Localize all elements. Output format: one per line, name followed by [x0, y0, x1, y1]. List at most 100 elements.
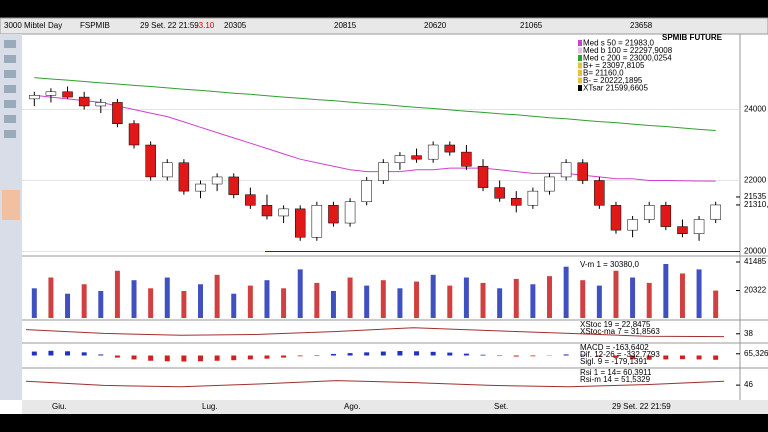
indicator-bar — [580, 354, 586, 356]
candle-body — [560, 162, 572, 178]
candle-body — [78, 96, 90, 107]
indicator-bar — [447, 285, 453, 318]
indicator-bar — [397, 351, 403, 356]
tool-icon[interactable] — [4, 55, 16, 63]
candle-body — [411, 155, 422, 160]
indicator-bar — [131, 280, 137, 318]
indicator-bar — [31, 288, 37, 318]
indicator-bar — [264, 280, 270, 318]
toolbar-item: 20815 — [334, 21, 357, 30]
indicator-bar — [297, 269, 303, 318]
toolbar-item: FSPMIB — [80, 21, 110, 30]
candle-body — [378, 162, 389, 181]
candle-body — [195, 183, 206, 192]
indicator-bar — [630, 355, 636, 360]
legend-entry: B- = 20222,1895 — [583, 76, 643, 85]
indicator-bar — [148, 288, 154, 318]
y-tick-label: 38 — [744, 329, 753, 338]
indicator-bar — [214, 274, 220, 318]
indicator-bar — [214, 355, 220, 361]
indicator-bar — [380, 351, 386, 356]
tool-icon[interactable] — [4, 85, 16, 93]
indicator-bar — [81, 284, 87, 318]
indicator-bar — [81, 352, 87, 356]
toolbar-item: 3000 Mibtel — [4, 21, 46, 30]
indicator-bar — [613, 355, 619, 358]
candle-body — [627, 219, 638, 231]
indicator-bar — [347, 353, 353, 356]
tool-icon[interactable] — [4, 70, 16, 78]
indicator-bar — [181, 291, 187, 318]
y-tick-label: 65,326 — [744, 349, 768, 358]
indicator-legend: Rsi 1 = 14= 60,3911 — [580, 368, 652, 377]
indicator-legend: Rsi-m 14 = 51,5329 — [580, 375, 651, 384]
x-tick-label: Ago. — [344, 402, 360, 411]
indicator-bar — [463, 353, 469, 356]
indicator-bar — [31, 351, 37, 356]
indicator-bar — [480, 282, 486, 318]
candle-body — [344, 201, 356, 224]
candle-body — [95, 102, 107, 107]
toolbar-item: Day — [48, 21, 62, 30]
indicator-bar — [98, 354, 104, 356]
indicator-bar — [713, 355, 719, 360]
indicator-bar — [330, 353, 336, 356]
indicator-bar — [414, 351, 420, 356]
candle-body — [594, 180, 605, 206]
tool-icon[interactable] — [4, 100, 16, 108]
tool-icon[interactable] — [4, 130, 16, 138]
y-tick-label: 24000 — [744, 105, 767, 114]
toolbar-item: 20305 — [224, 21, 247, 30]
tool-icon[interactable] — [4, 115, 16, 123]
tool-icon[interactable] — [4, 40, 16, 48]
indicator-bar — [48, 277, 54, 318]
indicator-bar — [630, 277, 636, 318]
indicator-bar — [380, 280, 386, 318]
candle-body — [477, 166, 489, 188]
indicator-bar — [547, 276, 552, 318]
toolbar-item: 20620 — [424, 21, 447, 30]
indicator-bar — [231, 293, 237, 318]
legend-swatch — [578, 77, 582, 84]
price-tag: 21535 — [744, 192, 767, 201]
indicator-bar — [247, 285, 253, 318]
candle-body — [660, 205, 672, 227]
instrument-name: SPMIB FUTURE — [662, 33, 723, 42]
indicator-bar — [98, 291, 104, 318]
indicator-bar — [297, 355, 303, 357]
indicator-bar — [148, 355, 154, 361]
indicator-bar — [198, 284, 203, 318]
legend-entry: B+ = 23097,8105 — [583, 61, 645, 70]
indicator-bar — [181, 355, 187, 362]
indicator-bar — [447, 352, 453, 356]
toolbar-item: -3.10 — [196, 21, 215, 30]
y-tick-label: 22000 — [744, 176, 767, 185]
indicator-bar — [530, 355, 536, 357]
candle-body — [162, 162, 173, 178]
indicator-bar — [164, 355, 170, 362]
indicator-bar — [530, 284, 536, 318]
indicator-bar — [563, 266, 569, 318]
indicator-line — [25, 380, 725, 388]
y-tick-label: 20322 — [744, 286, 767, 295]
y-tick-label: 46 — [744, 380, 753, 389]
color-palette[interactable] — [2, 190, 20, 220]
sidebar-tools[interactable] — [2, 40, 20, 220]
toolbar — [0, 17, 768, 35]
indicator-bar — [646, 282, 652, 318]
candle-body — [178, 162, 190, 192]
indicator-bar — [48, 350, 54, 356]
indicator-bar — [513, 355, 519, 357]
indicator-bar — [497, 355, 503, 357]
candle-body — [261, 205, 273, 217]
indicator-bar — [414, 281, 420, 318]
x-tick-label: 29 Set. 22 21:59 — [612, 402, 671, 411]
candle-body — [444, 144, 456, 153]
indicator-bar — [330, 291, 336, 318]
candle-body — [211, 176, 223, 185]
candle-body — [45, 91, 57, 96]
indicator-bar — [563, 354, 569, 356]
indicator-bar — [679, 273, 685, 318]
